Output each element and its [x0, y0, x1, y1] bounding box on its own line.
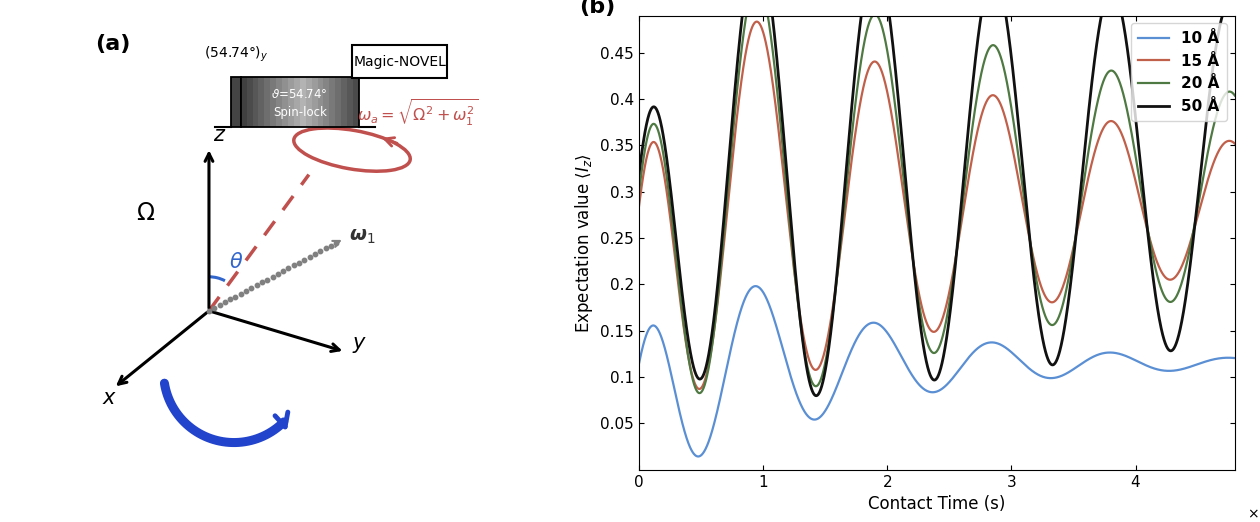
50 Å: [735, 11, 750, 18]
Bar: [258, 77, 265, 127]
10 Å: [699, 442, 714, 448]
20 Å: [1152, 280, 1167, 286]
10 Å: [748, 283, 764, 289]
50 Å: [1152, 316, 1167, 322]
20 Å: [886, 91, 901, 98]
Text: $(54.74°)_y$: $(54.74°)_y$: [204, 45, 268, 64]
Bar: [318, 77, 324, 127]
Bar: [341, 77, 348, 127]
Bar: [241, 77, 359, 127]
10 Å: [631, 360, 646, 366]
Bar: [252, 77, 258, 127]
15 Å: [692, 386, 707, 392]
50 Å: [1227, 5, 1242, 11]
Bar: [353, 77, 359, 127]
Text: $y$: $y$: [352, 336, 367, 355]
15 Å: [699, 369, 714, 375]
Bar: [300, 77, 306, 127]
Text: (a): (a): [96, 34, 131, 54]
15 Å: [1227, 140, 1242, 147]
Text: $x$: $x$: [102, 388, 117, 408]
Bar: [271, 77, 277, 127]
20 Å: [631, 188, 646, 195]
15 Å: [631, 203, 646, 209]
15 Å: [886, 124, 901, 130]
Bar: [311, 77, 318, 127]
Text: $\times 10^{-6}$: $\times 10^{-6}$: [1246, 504, 1260, 522]
10 Å: [1152, 366, 1167, 373]
20 Å: [692, 390, 707, 396]
Bar: [329, 77, 335, 127]
Bar: [324, 77, 330, 127]
Bar: [247, 77, 253, 127]
20 Å: [1216, 93, 1231, 100]
Line: 20 Å: 20 Å: [639, 0, 1235, 393]
20 Å: [699, 372, 714, 378]
50 Å: [1216, 9, 1231, 15]
Text: $\boldsymbol{\omega}_1$: $\boldsymbol{\omega}_1$: [349, 227, 375, 246]
10 Å: [1216, 355, 1231, 361]
Bar: [241, 77, 247, 127]
50 Å: [809, 393, 824, 399]
Bar: [282, 77, 289, 127]
Bar: [346, 77, 353, 127]
Bar: [306, 77, 312, 127]
10 Å: [1227, 355, 1242, 361]
Bar: [265, 77, 271, 127]
Text: $\Omega$: $\Omega$: [136, 201, 155, 225]
Bar: [294, 77, 300, 127]
10 Å: [735, 302, 750, 308]
15 Å: [861, 68, 876, 74]
Text: $\vartheta$=54.74°: $\vartheta$=54.74°: [271, 88, 328, 101]
Bar: [289, 77, 295, 127]
50 Å: [699, 360, 714, 366]
Line: 10 Å: 10 Å: [639, 286, 1235, 456]
50 Å: [631, 170, 646, 176]
Y-axis label: Expectation value $\langle I_z \rangle$: Expectation value $\langle I_z \rangle$: [573, 153, 595, 333]
20 Å: [1227, 92, 1242, 99]
Text: Spin-lock: Spin-lock: [273, 106, 326, 120]
15 Å: [1216, 141, 1231, 147]
Legend: 10 Å, 15 Å, 20 Å, 50 Å: 10 Å, 15 Å, 20 Å, 50 Å: [1130, 23, 1227, 122]
Bar: [335, 77, 341, 127]
X-axis label: Contact Time (s): Contact Time (s): [868, 495, 1005, 513]
15 Å: [750, 18, 765, 25]
50 Å: [886, 50, 901, 56]
Bar: [352, 45, 447, 78]
Text: (b): (b): [580, 0, 616, 18]
Bar: [276, 77, 282, 127]
Text: $\theta$: $\theta$: [229, 252, 243, 272]
20 Å: [735, 38, 750, 44]
Text: $z$: $z$: [213, 125, 226, 145]
Bar: [231, 77, 241, 127]
Text: $\omega_a = \sqrt{\Omega^2 + \omega_1^2}$: $\omega_a = \sqrt{\Omega^2 + \omega_1^2}…: [357, 98, 478, 128]
15 Å: [735, 69, 750, 76]
20 Å: [861, 23, 876, 30]
15 Å: [1152, 264, 1167, 270]
10 Å: [861, 322, 876, 328]
10 Å: [886, 339, 901, 346]
10 Å: [690, 453, 706, 459]
Text: Magic-NOVEL: Magic-NOVEL: [353, 54, 446, 68]
Line: 50 Å: 50 Å: [639, 0, 1235, 396]
Line: 15 Å: 15 Å: [639, 21, 1235, 389]
